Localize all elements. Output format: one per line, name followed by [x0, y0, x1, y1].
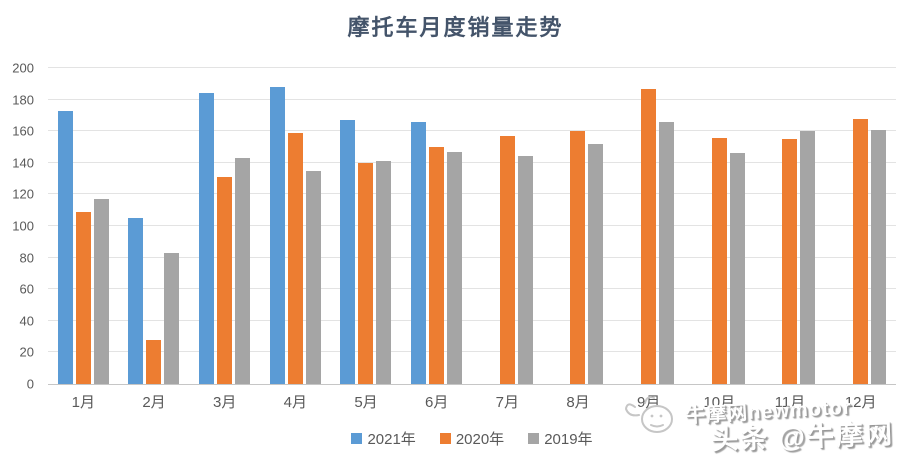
bar-2019年-6月: [447, 151, 463, 384]
bar-2021年-6月: [411, 121, 427, 384]
bar-2019年-8月: [588, 143, 604, 384]
bar-2019年-5月: [376, 161, 392, 384]
bar-group-6月: [401, 68, 472, 384]
x-tick-label: 9月: [636, 394, 661, 411]
plot-area: [48, 67, 896, 385]
bar-2020年-1月: [75, 211, 91, 384]
y-tick-label: 0: [26, 376, 34, 392]
bar-group-1月: [48, 68, 119, 384]
x-tick-label: 6月: [424, 394, 449, 411]
x-tick-label: 3月: [212, 394, 237, 411]
bar-2019年-4月: [305, 170, 321, 384]
y-tick-label: 100: [12, 218, 34, 234]
x-tick-label: 10月: [703, 394, 736, 411]
bar-2020年-5月: [358, 162, 374, 384]
bar-2019年-7月: [517, 156, 533, 384]
bar-2020年-6月: [429, 147, 445, 384]
y-tick-label: 80: [19, 250, 34, 266]
bar-2019年-10月: [729, 153, 745, 384]
x-tick-label: 1月: [71, 394, 95, 411]
bar-2021年-1月: [57, 110, 73, 384]
bar-2020年-10月: [711, 137, 727, 384]
y-tick-label: 140: [12, 155, 34, 171]
bar-group-3月: [189, 68, 260, 384]
legend-item-2020年: 2020年: [439, 428, 505, 449]
bar-group-11月: [755, 68, 826, 384]
y-axis: 0 20 40 60 80 100 120 140 160 180 200: [0, 61, 42, 392]
bar-group-8月: [543, 68, 614, 384]
bar-2020年-9月: [641, 88, 657, 384]
gridline: [48, 288, 896, 290]
x-tick-label: 8月: [566, 394, 590, 411]
gridline: [48, 193, 896, 195]
bar-2020年-4月: [287, 132, 303, 384]
legend-item-2021年: 2021年: [351, 428, 416, 449]
bar-group-12月: [825, 68, 896, 384]
bar-2020年-3月: [217, 177, 233, 384]
gridline: [48, 130, 896, 132]
bar-2020年-2月: [146, 339, 162, 384]
x-tick-label: 7月: [495, 394, 519, 411]
y-tick-label: 120: [12, 186, 34, 202]
bar-2020年-8月: [570, 131, 586, 384]
bar-group-2月: [119, 68, 190, 384]
bar-2021年-5月: [340, 120, 356, 384]
bar-2021年-4月: [269, 86, 285, 384]
legend: 2021年 2020年 2019年: [48, 428, 896, 449]
x-tick-label: 11月: [774, 394, 806, 411]
gridline: [48, 67, 896, 68]
x-axis: 1月 2月 3月 4月 5月 6月 7月 8月 9月 10月 11月 12月: [48, 391, 896, 412]
bar-2020年-11月: [782, 139, 798, 384]
bar-group-9月: [613, 68, 684, 384]
bar-2019年-9月: [659, 121, 675, 384]
bars: [48, 68, 896, 384]
gridline: [48, 98, 896, 100]
legend-swatch: [351, 433, 363, 444]
bar-2019年-1月: [93, 199, 109, 384]
x-tick-label: 5月: [354, 394, 378, 411]
bar-group-10月: [684, 68, 755, 384]
y-tick-label: 20: [19, 344, 34, 360]
bar-group-7月: [472, 68, 543, 384]
y-tick-label: 200: [12, 60, 34, 76]
bar-2019年-3月: [235, 158, 251, 384]
gridline: [48, 225, 896, 226]
legend-swatch: [528, 433, 540, 444]
legend-label: 2019年: [544, 431, 593, 448]
gridline: [48, 161, 896, 163]
x-tick-label: 2月: [142, 394, 166, 411]
legend-item-2019年: 2019年: [528, 428, 593, 449]
x-tick-label: 12月: [844, 394, 877, 411]
legend-swatch: [439, 433, 451, 444]
bar-2019年-2月: [164, 252, 180, 384]
bar-group-5月: [331, 68, 402, 384]
legend-label: 2020年: [455, 431, 505, 448]
bar-group-4月: [260, 68, 331, 384]
y-tick-label: 40: [19, 313, 34, 329]
bar-2019年-12月: [871, 129, 887, 384]
bar-2020年-7月: [499, 135, 515, 384]
gridline: [48, 319, 896, 321]
y-tick-label: 160: [12, 123, 34, 139]
chart-title: 摩托车月度销量走势: [347, 15, 564, 40]
gridline: [48, 256, 896, 258]
gridline: [48, 351, 896, 353]
x-tick-label: 4月: [283, 394, 307, 411]
bar-2021年-2月: [128, 218, 144, 384]
legend-label: 2021年: [367, 431, 416, 448]
bar-2020年-12月: [853, 118, 869, 384]
y-tick-label: 180: [12, 92, 34, 108]
bar-2019年-11月: [800, 131, 816, 384]
y-tick-label: 60: [19, 281, 34, 297]
bar-2021年-3月: [199, 93, 215, 384]
